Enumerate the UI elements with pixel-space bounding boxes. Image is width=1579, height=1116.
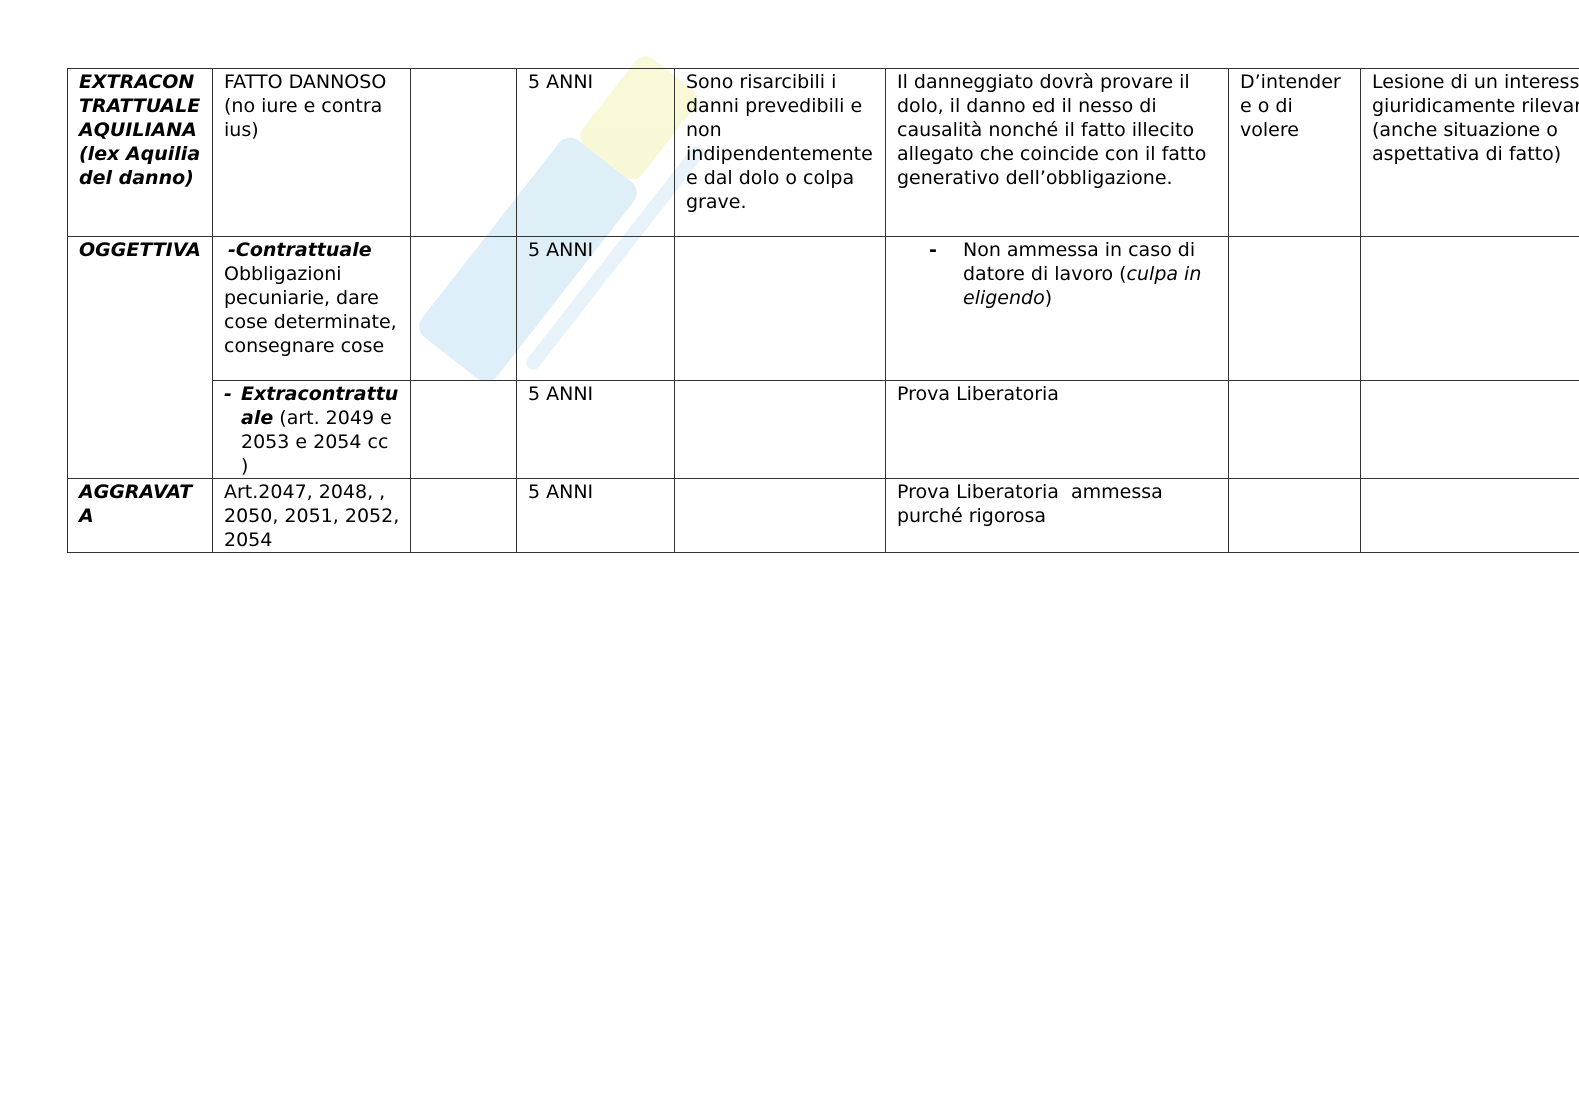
empty-cell	[674, 478, 886, 553]
dash: -	[929, 239, 937, 261]
empty-cell	[410, 478, 517, 553]
sub-text: (art. 2049 e 2053 e 2054 cc )	[241, 407, 392, 477]
prescrizione-cell: 5 ANNI	[516, 478, 675, 553]
empty-cell	[674, 236, 886, 381]
empty-cell	[410, 380, 517, 479]
row-type: EXTRACONTRATTUALE AQUILIANA (lex Aquilia…	[67, 68, 213, 237]
table-row: OGGETTIVA -Contrattuale Obbligazioni pec…	[67, 236, 1579, 479]
fatto-cell: Art.2047, 2048, , 2050, 2051, 2052, 2054	[212, 478, 411, 553]
sub-title: Contrattuale	[235, 239, 372, 261]
prescrizione-cell: 5 ANNI	[516, 68, 675, 237]
sub-title: Extracontrattuale	[241, 383, 399, 429]
empty-cell	[1360, 236, 1579, 381]
table-row: - Extracontrattuale (art. 2049 e 2053 e 2…	[68, 380, 1579, 479]
capacita-cell: D’intendere o di volere	[1228, 68, 1361, 237]
responsibility-table: EXTRACONTRATTUALE AQUILIANA (lex Aquilia…	[67, 68, 1579, 553]
prescrizione-cell: 5 ANNI	[516, 380, 675, 479]
row-type: AGGRAVATA	[67, 478, 213, 553]
prova-text-end: )	[1044, 287, 1053, 309]
empty-cell	[674, 380, 886, 479]
empty-cell	[1360, 478, 1579, 553]
fatto-cell: -Contrattuale Obbligazioni pecuniarie, d…	[212, 236, 411, 381]
prescrizione-cell: 5 ANNI	[516, 236, 675, 381]
table-row: EXTRACONTRATTUALE AQUILIANA (lex Aquilia…	[67, 68, 1579, 237]
fatto-cell: FATTO DANNOSO (no iure e contra ius)	[212, 68, 411, 237]
fatto-cell: - Extracontrattuale (art. 2049 e 2053 e 2…	[212, 380, 411, 479]
sub-text: Obbligazioni pecuniarie, dare cose deter…	[224, 263, 397, 357]
prova-text: Non ammessa in caso di datore di lavoro …	[963, 239, 1196, 285]
prova-cell: Prova Liberatoria	[885, 380, 1229, 479]
empty-cell	[1228, 478, 1361, 553]
row-type: OGGETTIVA	[67, 236, 213, 479]
empty-cell	[410, 236, 517, 381]
dash: -	[224, 383, 232, 405]
prova-cell: Prova Liberatoria ammessa purché rigoros…	[885, 478, 1229, 553]
danni-cell: Sono risarcibili i danni prevedibili e n…	[674, 68, 886, 237]
empty-cell	[1228, 236, 1361, 381]
empty-cell	[1228, 380, 1361, 479]
empty-cell	[410, 68, 517, 237]
empty-cell	[1360, 380, 1579, 479]
prova-italic: culpa in eligendo	[963, 263, 1202, 309]
prova-cell: Il danneggiato dovrà provare il dolo, il…	[885, 68, 1229, 237]
dash: -	[228, 239, 236, 261]
prova-cell: - Non ammessa in caso di datore di lavoro…	[885, 236, 1229, 381]
table-row: AGGRAVATA Art.2047, 2048, , 2050, 2051, …	[67, 478, 1579, 553]
lesione-cell: Lesione di un interesse giuridicamente r…	[1360, 68, 1579, 237]
